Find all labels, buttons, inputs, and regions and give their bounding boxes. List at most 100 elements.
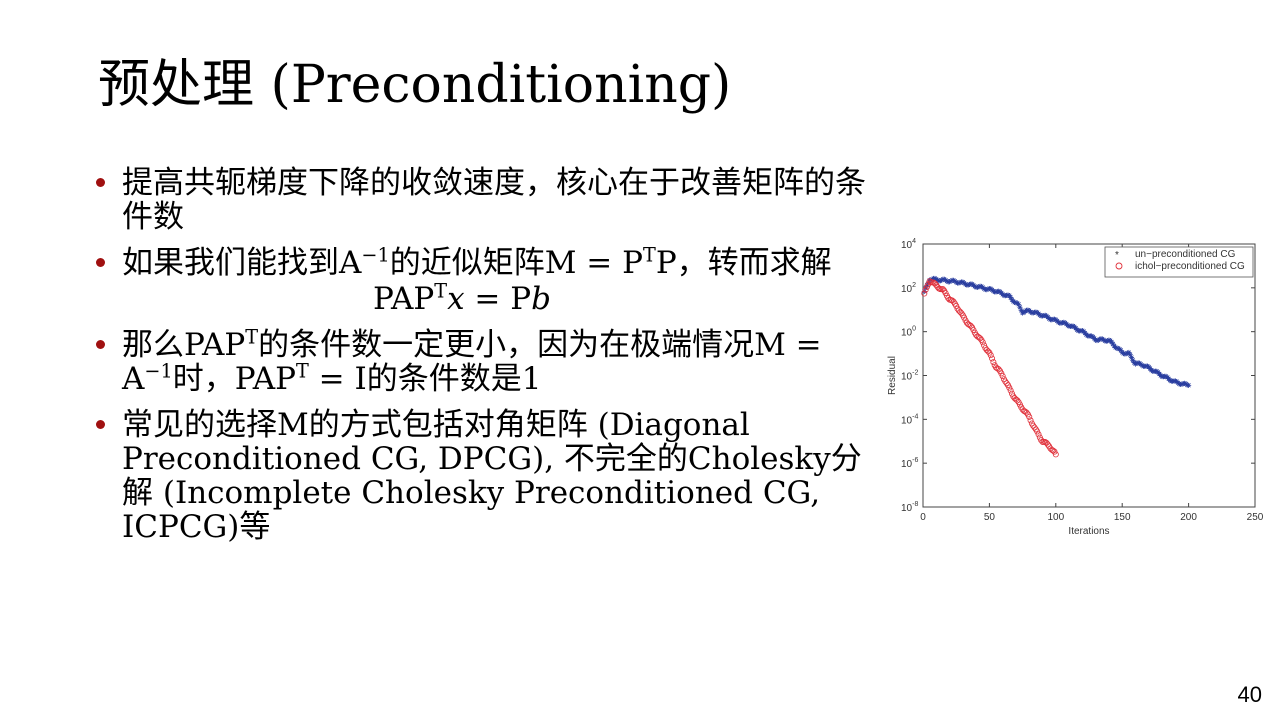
bullet-3-post: = I的条件数是1 [308,361,542,397]
data-point-1 [1035,431,1042,438]
data-point-1 [1026,413,1033,420]
bullet-3-sup-inverse: −1 [144,359,173,383]
data-point-0 [923,285,929,291]
x-tick-label: 0 [920,512,926,523]
data-point-0 [957,279,963,286]
data-point-0 [1033,309,1039,315]
bullet-4: 常见的选择M的方式包括对角矩阵 (Diagonal Preconditioned… [96,408,876,544]
y-tick-label: 10-2 [901,370,918,383]
slide-title: 预处理 (Preconditioning) [98,55,732,115]
bullet-list: 提高共轭梯度下降的收敛速度，核心在于改善矩阵的条件数 如果我们能找到A−1的近似… [96,166,876,556]
data-point-0 [956,280,962,286]
bullet-3: 那么PAPT的条件数一定更小，因为在极端情况M = A−1时，PAPT = I的… [96,328,876,396]
data-point-0 [1120,350,1127,357]
bullet-2-sup-inverse: −1 [361,243,390,267]
data-point-0 [1051,316,1058,322]
bullet-2-post: P，转而求解 [655,245,832,281]
data-point-0 [935,277,941,283]
data-point-1 [989,355,996,362]
data-point-0 [1130,357,1136,363]
data-point-0 [937,278,943,284]
bullet-3-mid: 的条件数一定更小，因为在极端情况M = A [122,327,822,397]
data-point-1 [1031,424,1038,431]
data-point-0 [1110,341,1116,347]
data-point-1 [1051,448,1058,455]
equation-eq: = P [464,281,532,317]
data-point-1 [987,352,994,359]
data-point-1 [1023,409,1030,416]
data-point-0 [1106,337,1112,343]
data-point-0 [1179,381,1185,387]
legend-marker-star: * [1115,250,1119,261]
bullet-2-mid: 的近似矩阵M = P [389,245,643,281]
data-point-0 [1127,352,1133,358]
data-point-0 [1102,338,1108,344]
data-point-0 [1006,292,1012,299]
equation-lhs: PAP [373,281,435,317]
data-point-0 [1182,380,1188,386]
data-point-0 [1172,378,1178,384]
residual-chart-svg: 0 50 100 150 200 250 10-8 10-6 10-4 10-2 100 102 104… [887,238,1264,537]
bullet-dot [96,258,105,267]
y-tick-label: 10-4 [901,413,918,426]
data-point-0 [996,288,1002,294]
bullet-1-text: 提高共轭梯度下降的收敛速度，核心在于改善矩阵的条件数 [122,165,866,235]
bullet-3-sup-transpose: T [245,325,259,349]
x-tick-label: 250 [1247,512,1264,523]
data-point-0 [1013,300,1019,306]
page-number: 40 [1237,682,1262,707]
data-point-0 [1020,310,1026,316]
data-point-0 [932,275,938,282]
data-point-0 [985,286,991,292]
data-point-1 [990,359,997,366]
y-axis-label: Residual [887,356,898,395]
data-point-0 [1017,304,1023,310]
data-point-0 [984,286,990,293]
data-point-0 [1025,307,1031,313]
x-tick-label: 150 [1114,512,1131,523]
bullet-1: 提高共轭梯度下降的收敛速度，核心在于改善矩阵的条件数 [96,166,876,234]
data-point-0 [966,281,973,288]
data-point-0 [938,277,945,283]
data-point-0 [1016,301,1022,307]
data-point-0 [1128,354,1135,361]
data-point-0 [1123,351,1129,357]
data-point-0 [1042,312,1048,318]
data-point-0 [921,288,927,294]
data-point-0 [1058,320,1064,326]
y-tick-label: 100 [901,326,916,339]
data-point-0 [1115,345,1121,352]
legend-label: ichol−preconditioned CG [1135,261,1245,272]
data-point-1 [926,278,933,285]
data-point-1 [995,366,1002,373]
data-point-1 [977,335,984,342]
data-point-1 [1052,451,1059,458]
data-point-0 [1186,382,1192,388]
data-point-1 [953,302,960,309]
bullet-2: 如果我们能找到A−1的近似矩阵M = PTP，转而求解 PAPTx = Pb [96,246,876,316]
legend-marker-circle [1115,262,1123,270]
data-point-0 [1126,349,1132,356]
bullet-3-sup-transpose-2: T [295,359,309,383]
data-point-0 [965,282,971,288]
data-point-0 [944,278,950,284]
data-point-1 [1003,380,1010,387]
equation-rhs: b [531,281,551,317]
data-point-0 [924,282,930,288]
data-point-0 [1097,336,1103,342]
legend-label: un−preconditioned CG [1135,249,1236,260]
data-point-0 [976,284,982,290]
data-point-0 [1008,294,1014,301]
equation-var: x [447,281,465,317]
data-point-1 [999,373,1006,380]
bullet-dot [96,178,105,187]
data-point-0 [1108,339,1115,345]
equation-sup: T [434,279,448,303]
data-point-0 [1070,323,1076,329]
bullet-2-pre: 如果我们能找到A [122,245,362,281]
data-point-0 [1132,361,1139,367]
data-point-1 [979,339,986,346]
data-point-0 [974,284,981,290]
residual-chart: 0 50 100 150 200 250 10-8 10-6 10-4 10-2 100 102 104… [880,232,1272,538]
x-axis-label: Iterations [1068,526,1109,537]
